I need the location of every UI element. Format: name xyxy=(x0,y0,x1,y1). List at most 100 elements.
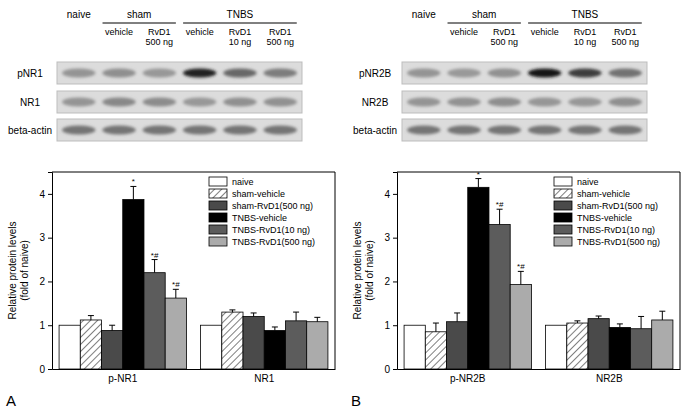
error-stem xyxy=(317,317,318,321)
error-bar xyxy=(518,271,524,284)
legend-label: sham-RvD1(500 ng) xyxy=(232,201,313,211)
blot-band xyxy=(447,69,480,78)
bar xyxy=(588,319,609,369)
tick-label: 4 xyxy=(39,189,45,200)
lane-label: 500 ng xyxy=(491,37,519,47)
panel-label: B xyxy=(351,392,361,409)
blot-band xyxy=(528,69,561,78)
plot-area xyxy=(404,179,673,369)
blot-band xyxy=(264,98,297,107)
blot-band xyxy=(609,126,642,135)
error-stem xyxy=(435,323,436,332)
bar xyxy=(243,316,264,369)
error-stem xyxy=(253,313,254,317)
y-axis: 0 1 2 3 4 xyxy=(39,173,52,375)
blot-band xyxy=(223,98,256,107)
tick-label: p-NR1 xyxy=(108,373,137,384)
lane-label: RvD1 xyxy=(574,27,597,37)
legend-label: TNBS-RvD1(500 ng) xyxy=(577,237,660,247)
bar xyxy=(165,298,186,369)
axis-line xyxy=(393,173,398,370)
error-bar xyxy=(173,289,179,298)
axis-line xyxy=(53,369,336,370)
significance: *# xyxy=(496,200,504,209)
tick-label: p-NR2B xyxy=(450,373,486,384)
tick-mark xyxy=(48,325,52,326)
blot-band xyxy=(568,98,601,107)
x-axis: p-NR2B NR2B xyxy=(398,369,681,384)
blot-band xyxy=(183,98,216,107)
error-bar xyxy=(433,323,439,332)
tick: 4 xyxy=(39,189,52,200)
bar xyxy=(567,323,588,369)
legend-label: TNBS-vehicle xyxy=(232,213,287,223)
lane-label: vehicle xyxy=(450,27,478,37)
blot-band xyxy=(102,126,135,135)
blot-band xyxy=(223,69,256,78)
tick-mark xyxy=(48,369,52,370)
tick: NR2B xyxy=(596,369,623,384)
error-cap xyxy=(88,315,94,316)
error-cap xyxy=(109,325,115,326)
error-cap xyxy=(293,312,299,313)
bar xyxy=(425,332,446,369)
axis-title: (fold of naive) xyxy=(19,240,30,301)
tick-mark xyxy=(393,194,397,195)
tick: 0 xyxy=(39,364,52,375)
group-label: naive xyxy=(67,9,91,20)
error-stem xyxy=(478,179,479,188)
error-cap xyxy=(229,309,235,310)
blot-band xyxy=(528,98,561,107)
legend-swatch xyxy=(554,213,572,222)
error-bar xyxy=(130,186,136,199)
error-cap xyxy=(574,320,580,321)
blot-band xyxy=(143,69,176,78)
lane-label: RvD1 xyxy=(614,27,637,37)
tick: 2 xyxy=(384,276,397,287)
significance: * xyxy=(132,177,135,186)
legend-swatch xyxy=(554,177,572,186)
blot-band xyxy=(62,126,95,135)
legend-swatch xyxy=(209,177,227,186)
significance: *# xyxy=(517,262,525,271)
axis-title: (fold of naive) xyxy=(364,240,375,301)
tick: 3 xyxy=(384,232,397,243)
row-label: NR2B xyxy=(362,97,389,108)
tick-label: 1 xyxy=(384,320,390,331)
lane-label: 10 ng xyxy=(574,37,597,47)
tick: 3 xyxy=(39,232,52,243)
bar xyxy=(546,325,567,369)
legend-swatch xyxy=(209,201,227,210)
panel: AnaiveshamTNBSvehicleRvD1500 ngvehicleRv… xyxy=(6,9,336,409)
legend-swatch xyxy=(554,237,572,246)
blot-band xyxy=(609,98,642,107)
tick-label: 3 xyxy=(384,232,390,243)
blot-band xyxy=(528,126,561,135)
error-bar xyxy=(574,321,580,323)
figure: AnaiveshamTNBSvehicleRvD1500 ngvehicleRv… xyxy=(0,0,685,413)
legend-label: sham-vehicle xyxy=(577,189,630,199)
bar xyxy=(80,320,101,369)
lane-label: 500 ng xyxy=(146,37,174,47)
group-label: sham xyxy=(472,9,496,20)
group-underline xyxy=(448,23,521,24)
blot-strip xyxy=(402,119,647,141)
blot-band xyxy=(568,126,601,135)
tick-label: 1 xyxy=(39,320,45,331)
blot-strip xyxy=(57,91,302,113)
blot-strip xyxy=(402,91,647,113)
error-stem xyxy=(274,327,275,331)
error-bar xyxy=(88,316,94,320)
legend-label: naive xyxy=(232,177,254,187)
row-label: beta-actin xyxy=(353,125,397,136)
bar xyxy=(285,321,306,369)
blot: naiveshamTNBSvehicleRvD1500 ngvehicleRvD… xyxy=(353,9,647,141)
blot: naiveshamTNBSvehicleRvD1500 ngvehicleRvD… xyxy=(8,9,302,141)
blot-band xyxy=(447,126,480,135)
error-bar xyxy=(272,327,278,331)
blot-band xyxy=(102,98,135,107)
tick: 2 xyxy=(39,276,52,287)
bar xyxy=(307,322,328,369)
error-bar xyxy=(152,260,158,273)
tick: p-NR2B xyxy=(450,369,486,384)
